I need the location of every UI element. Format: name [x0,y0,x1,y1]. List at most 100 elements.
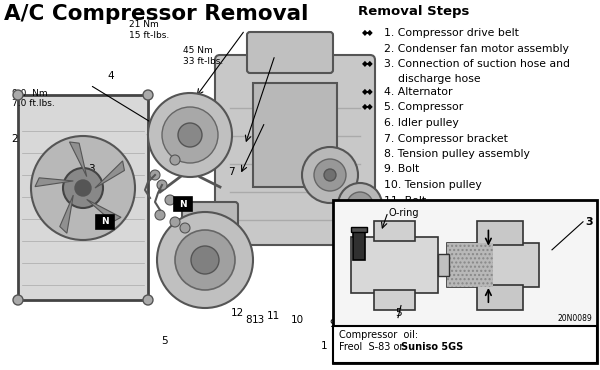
Circle shape [396,256,404,264]
Text: ◆◆: ◆◆ [362,28,374,37]
Bar [18,95,148,300]
Text: 1: 1 [320,341,328,351]
Text: 12. Adjustment plate: 12. Adjustment plate [384,211,498,221]
Text: 21 Nm
15 ft-lbs.: 21 Nm 15 ft-lbs. [129,20,169,40]
FancyBboxPatch shape [215,55,375,245]
Circle shape [376,266,384,274]
Bar [374,221,415,241]
Text: Compressor  oil:: Compressor oil: [339,330,418,340]
Text: ◆◆: ◆◆ [362,87,374,96]
Circle shape [180,223,190,233]
Text: 20N0089: 20N0089 [557,314,592,323]
Text: 5: 5 [161,336,169,346]
Circle shape [165,195,175,205]
Bar [333,200,597,363]
Text: Removal Steps: Removal Steps [358,5,469,18]
Text: 8. Tension pulley assembly: 8. Tension pulley assembly [384,149,530,159]
Text: N: N [101,218,109,226]
Text: 7. Compressor bracket: 7. Compressor bracket [384,134,508,144]
Bar [438,254,449,276]
Text: 9: 9 [329,319,337,329]
Text: 8: 8 [245,315,253,325]
FancyBboxPatch shape [247,32,333,73]
FancyBboxPatch shape [182,202,238,248]
Circle shape [314,159,346,191]
Circle shape [75,180,91,196]
Text: 2: 2 [11,134,19,144]
Bar [374,290,415,310]
Circle shape [411,261,419,269]
Text: N: N [179,200,187,209]
Circle shape [324,169,336,181]
Polygon shape [95,161,124,188]
Text: 11. Bolt: 11. Bolt [384,195,426,205]
Circle shape [401,248,409,256]
Text: discharge hose: discharge hose [384,74,481,84]
Circle shape [359,214,391,246]
Text: 12: 12 [230,307,244,318]
Text: 13. Tension pulley bracket: 13. Tension pulley bracket [384,226,526,236]
Polygon shape [70,142,87,176]
Text: 5: 5 [395,307,401,317]
Circle shape [157,124,167,134]
Circle shape [386,261,394,269]
Bar [174,197,192,211]
Text: 7: 7 [227,167,235,177]
Text: 2. Condenser fan motor assembly: 2. Condenser fan motor assembly [384,44,569,54]
Circle shape [170,155,180,165]
Circle shape [31,136,135,240]
Circle shape [150,170,160,180]
Circle shape [148,93,232,177]
Text: Freol  S-83 or: Freol S-83 or [339,342,407,351]
Polygon shape [35,178,73,186]
Bar [351,238,438,293]
Text: A/C Compressor Removal: A/C Compressor Removal [4,4,308,24]
Circle shape [191,246,219,274]
Text: 5. Compressor: 5. Compressor [384,102,463,112]
Text: 3. Connection of suction hose and: 3. Connection of suction hose and [384,59,570,69]
Circle shape [13,295,23,305]
Text: 3: 3 [585,217,593,227]
Bar [351,227,367,232]
Circle shape [13,90,23,100]
Text: 4. Alternator: 4. Alternator [384,87,452,97]
Bar [96,215,114,229]
Text: 42 Nm
30 ft-lbs.: 42 Nm 30 ft-lbs. [156,124,196,143]
Circle shape [157,212,253,308]
Bar [353,232,365,260]
Circle shape [162,107,218,163]
Text: 10. Tension pulley: 10. Tension pulley [384,180,482,190]
Polygon shape [60,195,73,233]
Circle shape [143,90,153,100]
Circle shape [170,217,180,227]
Text: 6: 6 [323,171,331,181]
Text: 9. Bolt: 9. Bolt [384,165,419,175]
Text: 1. Compressor drive belt: 1. Compressor drive belt [384,28,519,38]
Circle shape [178,123,202,147]
Bar [333,326,597,363]
Text: 10: 10 [290,315,304,325]
Bar [447,243,493,287]
Text: 13: 13 [251,315,265,325]
Circle shape [367,222,383,238]
Circle shape [175,230,235,290]
Bar [477,221,523,245]
Text: 3: 3 [88,164,95,175]
Bar [477,285,523,310]
Circle shape [338,183,382,227]
Circle shape [63,168,103,208]
Text: O-ring: O-ring [388,208,419,218]
Circle shape [143,295,153,305]
Text: 6. Idler pulley: 6. Idler pulley [384,118,459,128]
Circle shape [355,200,365,210]
Text: 4: 4 [107,71,115,81]
Circle shape [155,210,165,220]
Circle shape [157,180,167,190]
Circle shape [302,147,358,203]
Bar [447,243,539,287]
Text: 9.0  Nm
7.0 ft.lbs.: 9.0 Nm 7.0 ft.lbs. [12,89,55,108]
Text: 11: 11 [266,311,280,322]
Text: 45 Nm
33 ft-lbs.: 45 Nm 33 ft-lbs. [183,46,223,65]
Text: Suniso 5GS: Suniso 5GS [401,342,463,351]
Polygon shape [87,199,121,222]
